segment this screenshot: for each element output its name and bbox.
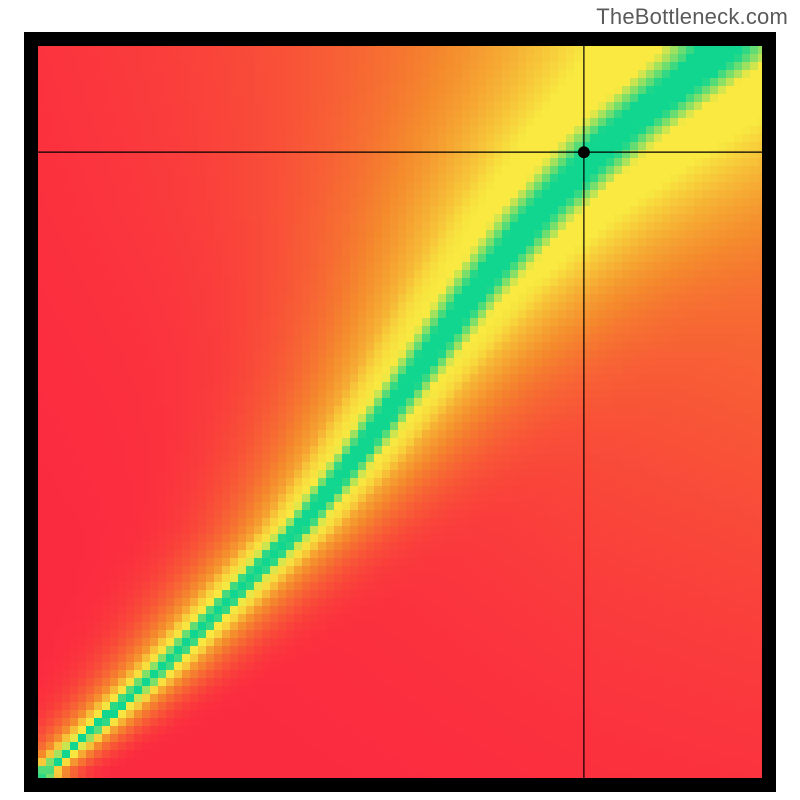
heatmap-container (0, 0, 800, 800)
bottleneck-heatmap (0, 0, 800, 800)
